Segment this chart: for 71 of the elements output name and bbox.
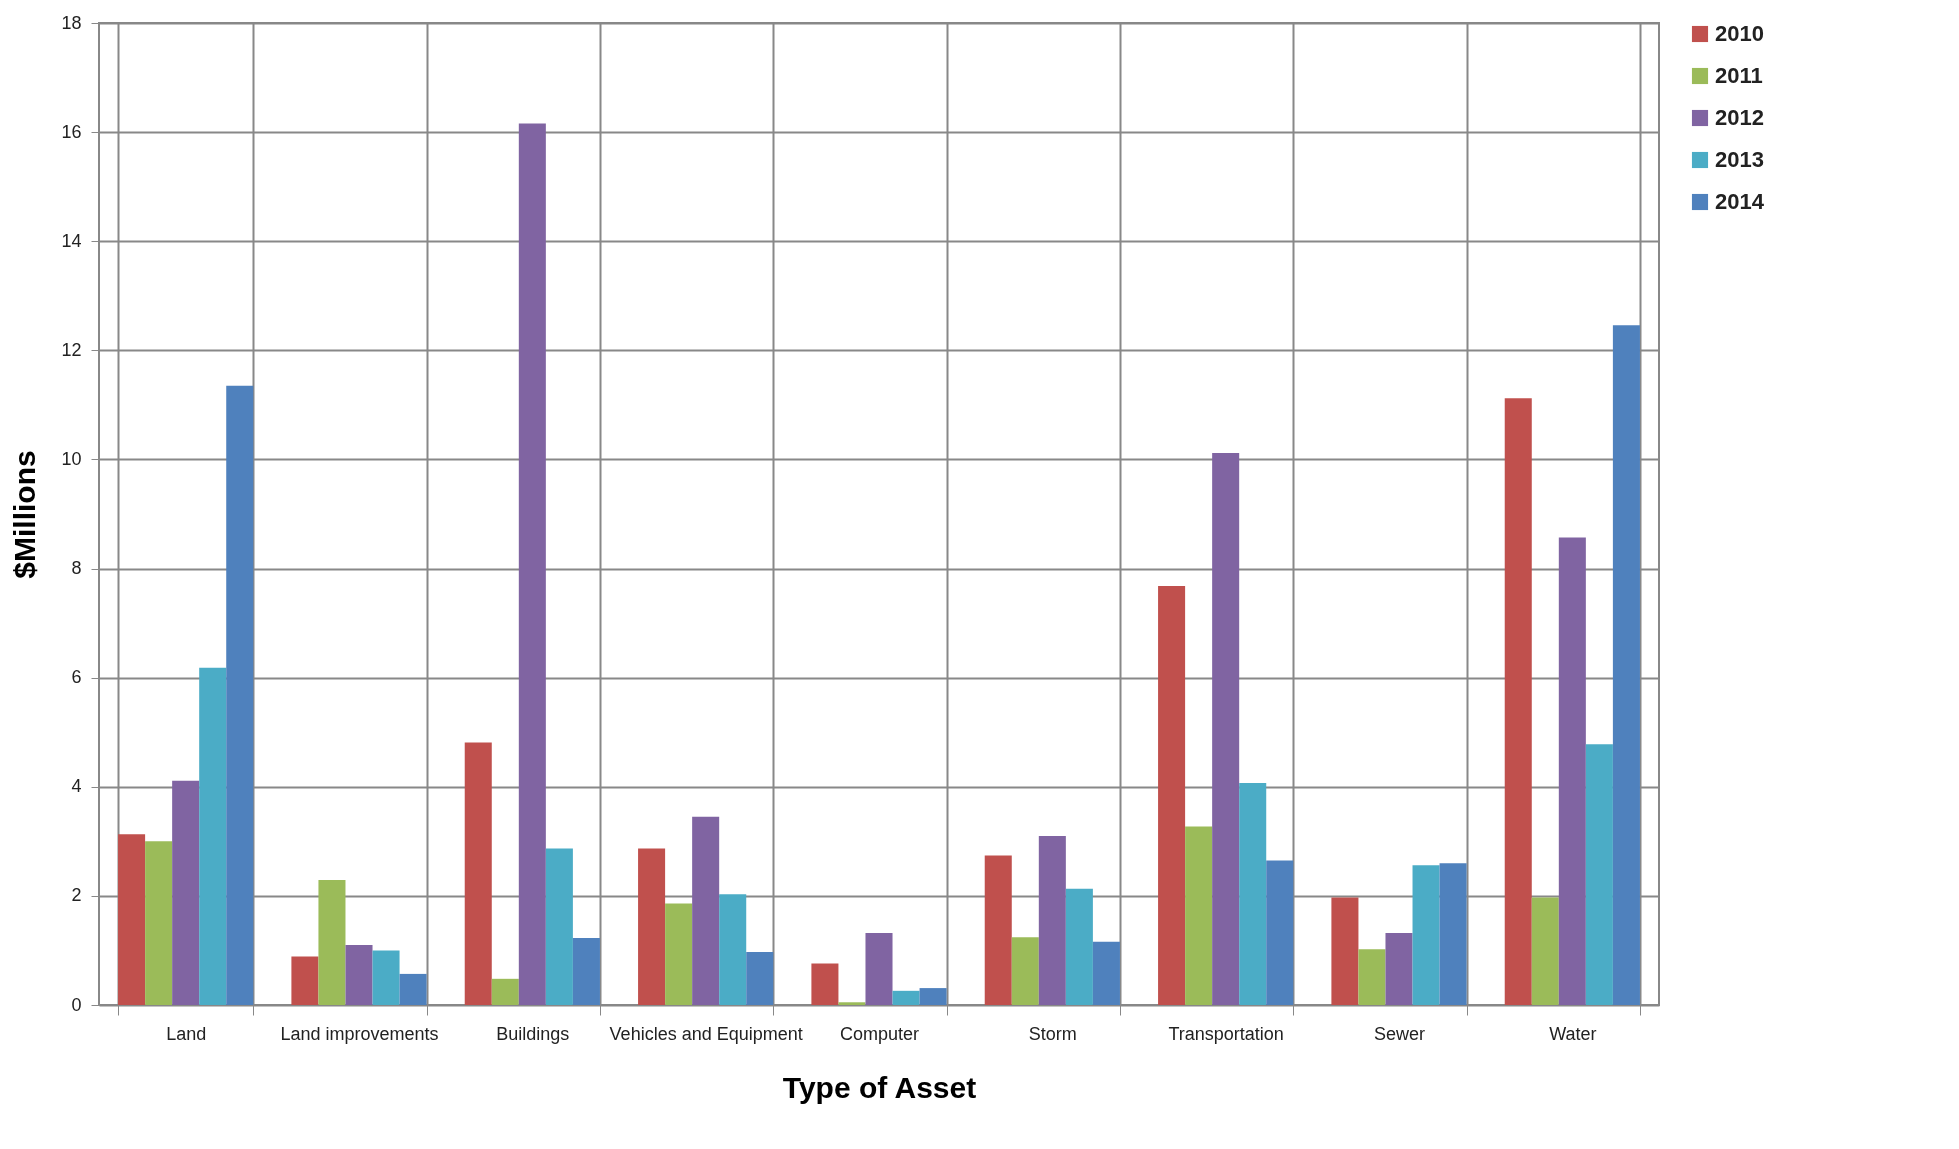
y-tick-label: 18 [61,12,82,33]
bar [665,903,693,1005]
x-tick-label: Buildings [496,1023,570,1044]
bar [226,385,254,1005]
bar [399,973,427,1005]
bar [1212,452,1240,1005]
bar [1011,937,1039,1005]
bar [1092,941,1120,1005]
legend-label: 2013 [1715,147,1764,172]
bar [1065,888,1093,1005]
bar [464,742,492,1005]
bar [1531,897,1559,1005]
bar [491,978,519,1005]
x-tick-label: Vehicles and Equipment [609,1023,803,1044]
bar [1558,537,1586,1005]
bar [892,990,920,1005]
legend-label: 2010 [1715,21,1764,46]
y-tick-label: 8 [71,558,82,579]
x-tick-label: Storm [1028,1023,1077,1044]
bar [1331,897,1359,1005]
legend-label: 2014 [1715,189,1765,214]
y-tick-label: 4 [71,776,82,797]
y-tick-label: 12 [61,339,82,360]
bar [1266,860,1294,1005]
bar [518,123,546,1005]
x-tick-label: Water [1549,1023,1597,1044]
x-tick-label: Land improvements [280,1023,439,1044]
y-tick-label: 0 [71,994,82,1015]
bar [1612,325,1640,1005]
bar [919,988,947,1005]
bar [838,1002,866,1005]
bar [572,937,600,1005]
bar [545,848,573,1005]
bar [1504,398,1532,1005]
y-tick-label: 10 [61,448,82,469]
bar [865,932,893,1005]
bar [199,667,227,1005]
bar [1585,744,1613,1005]
bar [145,841,173,1005]
bar [811,963,839,1005]
bar [345,944,373,1005]
y-tick-label: 14 [61,230,82,251]
legend-label: 2012 [1715,105,1764,130]
bar [1358,949,1386,1005]
x-axis-title: Type of Asset [782,1070,977,1104]
bar [746,952,774,1005]
x-tick-label: Transportation [1168,1023,1284,1044]
y-tick-label: 16 [61,121,82,142]
bar [372,950,400,1005]
y-tick-label: 6 [71,667,82,688]
y-tick-label: 2 [71,885,82,906]
bar [1385,932,1413,1005]
bar [172,780,200,1005]
bar [692,816,720,1005]
bar [719,894,747,1005]
bar [1038,835,1066,1005]
legend-label: 2011 [1715,63,1763,88]
y-axis-title: $Millions [8,450,42,579]
bar [1239,782,1267,1005]
bar [1439,863,1467,1005]
bar [318,880,346,1005]
bar [1412,865,1440,1005]
bar [1185,826,1213,1005]
bar [118,834,146,1005]
x-tick-label: Sewer [1373,1023,1426,1044]
bar [1158,586,1186,1005]
x-tick-label: Land [166,1023,207,1044]
bar [984,855,1012,1005]
bar [638,848,666,1005]
x-tick-label: Computer [839,1023,920,1044]
bar [291,956,319,1005]
